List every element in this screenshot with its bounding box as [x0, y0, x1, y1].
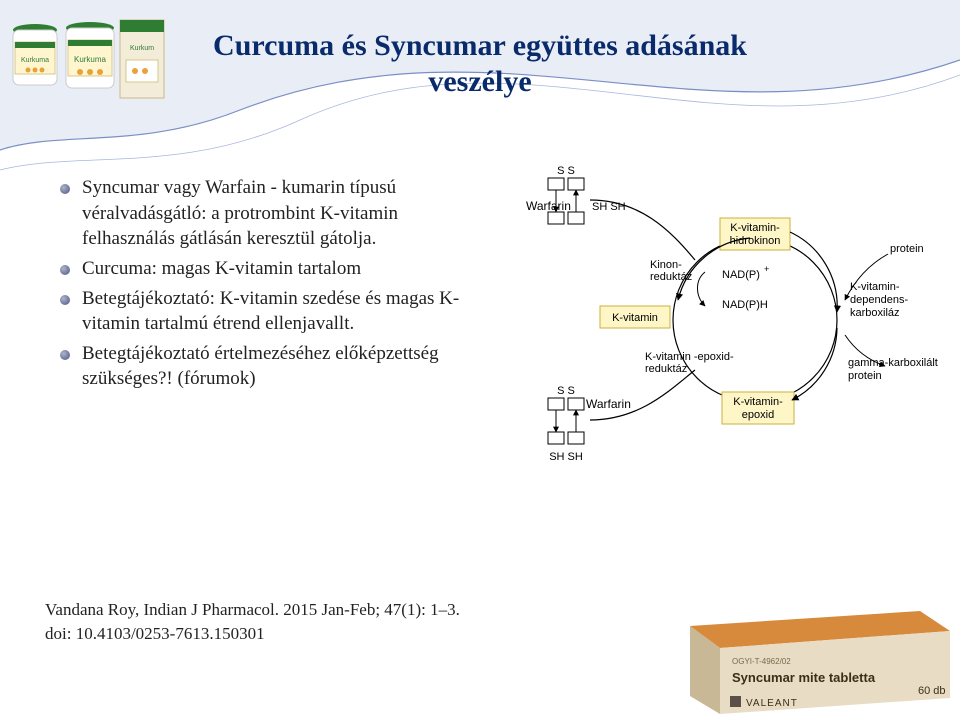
svg-text:reduktáz: reduktáz — [650, 271, 692, 283]
svg-text:hidrokinon: hidrokinon — [730, 235, 781, 247]
svg-text:SH SH: SH SH — [592, 201, 626, 213]
svg-text:SH SH: SH SH — [549, 451, 583, 463]
title-line-2: veszélye — [428, 65, 531, 98]
svg-text:NAD(P): NAD(P) — [722, 269, 760, 281]
svg-text:S S: S S — [557, 165, 575, 177]
svg-text:60 db: 60 db — [918, 685, 946, 697]
svg-text:Warfarin: Warfarin — [586, 397, 631, 411]
svg-text:NAD(P)H: NAD(P)H — [722, 299, 768, 311]
svg-text:K-vitamin: K-vitamin — [612, 312, 658, 324]
svg-text:Warfarin: Warfarin — [526, 199, 571, 213]
bullet-item: Betegtájékoztató értelmezéséhez előképze… — [60, 341, 470, 392]
slide-title: Curcuma és Syncumar együttes adásának ve… — [120, 28, 840, 100]
svg-text:gamma-karboxilált: gamma-karboxilált — [848, 357, 938, 369]
svg-text:+: + — [764, 264, 769, 274]
svg-text:protein: protein — [890, 243, 924, 255]
svg-text:K-vitamin-: K-vitamin- — [730, 222, 780, 234]
bullet-item: Curcuma: magas K-vitamin tartalom — [60, 256, 470, 282]
svg-text:Kurkuma: Kurkuma — [74, 55, 107, 64]
svg-text:karboxiláz: karboxiláz — [850, 307, 900, 319]
bullet-list: Syncumar vagy Warfain - kumarin típusú v… — [60, 175, 470, 396]
svg-text:epoxid: epoxid — [742, 409, 774, 421]
title-line-1: Curcuma és Syncumar együttes adásának — [213, 29, 747, 62]
svg-text:K-vitamin -epoxid-: K-vitamin -epoxid- — [645, 351, 734, 363]
svg-text:K-vitamin-: K-vitamin- — [850, 281, 900, 293]
svg-text:K-vitamin-: K-vitamin- — [733, 396, 783, 408]
vitamin-k-cycle-diagram: K-vitamin- hidrokinon K-vitamin K-vitami… — [500, 160, 940, 480]
bullet-item: Syncumar vagy Warfain - kumarin típusú v… — [60, 175, 470, 252]
reference-line-1: Vandana Roy, Indian J Pharmacol. 2015 Ja… — [45, 598, 460, 622]
bullet-item: Betegtájékoztató: K-vitamin szedése és m… — [60, 286, 470, 337]
svg-text:protein: protein — [848, 370, 882, 382]
medicine-package-image: OGYI-T-4962/02 Syncumar mite tabletta 60… — [670, 586, 960, 716]
svg-text:Syncumar mite tabletta: Syncumar mite tabletta — [732, 670, 876, 685]
reference-text: Vandana Roy, Indian J Pharmacol. 2015 Ja… — [45, 598, 460, 646]
svg-text:VALEANT: VALEANT — [746, 698, 798, 709]
svg-text:Kurkuma: Kurkuma — [21, 57, 49, 64]
svg-text:Kinon-: Kinon- — [650, 259, 682, 271]
svg-text:S S: S S — [557, 385, 575, 397]
svg-text:dependens-: dependens- — [850, 294, 908, 306]
svg-text:OGYI-T-4962/02: OGYI-T-4962/02 — [732, 657, 791, 666]
svg-text:reduktáz: reduktáz — [645, 363, 687, 375]
reference-line-2: doi: 10.4103/0253-7613.150301 — [45, 622, 460, 646]
